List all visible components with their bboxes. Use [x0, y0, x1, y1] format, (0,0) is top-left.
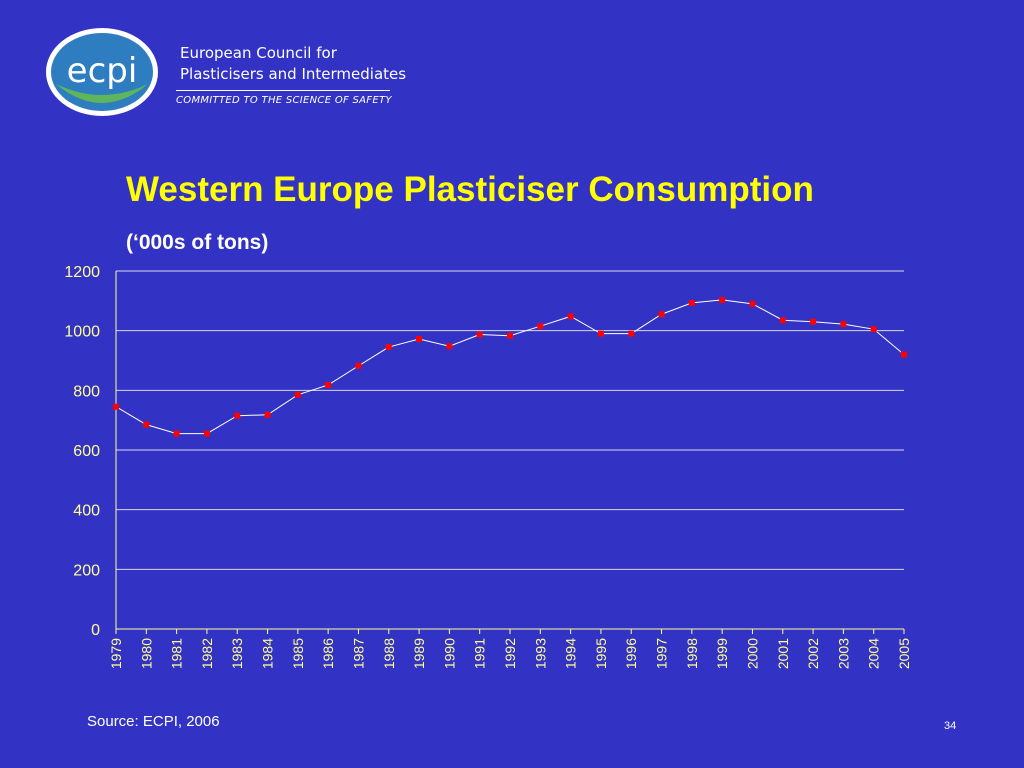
data-point: [173, 430, 180, 437]
data-point: [840, 321, 847, 328]
data-point: [446, 343, 453, 350]
x-tick-label: 1988: [381, 638, 397, 669]
y-tick-label: 800: [73, 383, 100, 400]
x-tick-label: 1989: [411, 638, 427, 669]
data-point: [476, 331, 483, 338]
data-point: [416, 336, 423, 343]
ecpi-logo: ecpi: [46, 28, 158, 116]
data-point: [567, 313, 574, 320]
x-tick-label: 1994: [563, 638, 579, 669]
x-tick-label: 2004: [866, 638, 882, 669]
page-number: 34: [944, 720, 957, 732]
data-point: [810, 318, 817, 325]
data-point: [688, 299, 695, 306]
x-tick-label: 1982: [199, 638, 215, 669]
x-tick-label: 1992: [502, 638, 518, 669]
x-tick-label: 1983: [229, 638, 245, 669]
chart-title: Western Europe Plasticiser Consumption: [126, 170, 814, 209]
x-tick-label: 1986: [320, 638, 336, 669]
x-tick-label: 1998: [684, 638, 700, 669]
series-line: [115, 299, 905, 435]
x-tick-label: 1991: [472, 638, 488, 669]
data-point: [870, 326, 877, 333]
data-point: [537, 323, 544, 330]
data-point: [719, 296, 726, 303]
data-point: [628, 330, 635, 337]
x-tick-label: 2003: [835, 638, 851, 669]
x-tick-label: 1995: [593, 638, 609, 669]
data-point: [597, 330, 604, 337]
data-point: [325, 381, 332, 388]
data-point: [507, 332, 513, 339]
data-point: [355, 362, 362, 369]
source-note: Source: ECPI, 2006: [87, 713, 220, 730]
x-tick-label: 1999: [714, 638, 730, 669]
data-point: [658, 311, 665, 318]
x-tick-label: 1985: [290, 638, 306, 669]
data-point: [385, 344, 392, 351]
x-tick-label: 1981: [169, 638, 185, 669]
x-tick-label: 1990: [441, 638, 457, 669]
org-divider: [176, 90, 390, 91]
y-tick-label: 0: [91, 622, 100, 639]
data-point: [901, 351, 907, 358]
x-tick-label: 1993: [532, 638, 548, 669]
logo-text: ecpi: [67, 51, 138, 91]
y-tick-label: 1000: [64, 324, 100, 341]
data-point: [143, 421, 150, 428]
org-name-line2: Plasticisers and Intermediates: [180, 65, 407, 83]
x-tick-label: 1987: [350, 638, 366, 669]
x-tick-label: 2001: [775, 638, 791, 669]
x-tick-label: 1979: [108, 638, 124, 669]
chart-subtitle: (‘000s of tons): [126, 231, 269, 254]
data-point: [234, 412, 241, 419]
data-point: [203, 430, 210, 437]
x-tick-label: 1984: [260, 638, 276, 669]
data-point: [749, 300, 756, 307]
data-point: [294, 391, 301, 398]
org-tagline: COMMITTED TO THE SCIENCE OF SAFETY: [176, 95, 392, 106]
y-tick-label: 400: [73, 503, 100, 520]
x-tick-label: 2000: [744, 638, 760, 669]
y-tick-label: 1200: [64, 264, 100, 281]
data-point: [264, 411, 271, 418]
y-tick-label: 600: [73, 443, 100, 460]
x-tick-label: 1980: [138, 638, 154, 669]
y-tick-label: 200: [73, 562, 100, 579]
x-tick-label: 2002: [805, 638, 821, 669]
x-tick-label: 1996: [623, 638, 639, 669]
x-tick-label: 1997: [654, 638, 670, 669]
x-tick-label: 2005: [896, 638, 912, 669]
data-point: [113, 403, 119, 410]
org-name-line1: European Council for: [180, 44, 337, 62]
data-point: [779, 317, 786, 324]
